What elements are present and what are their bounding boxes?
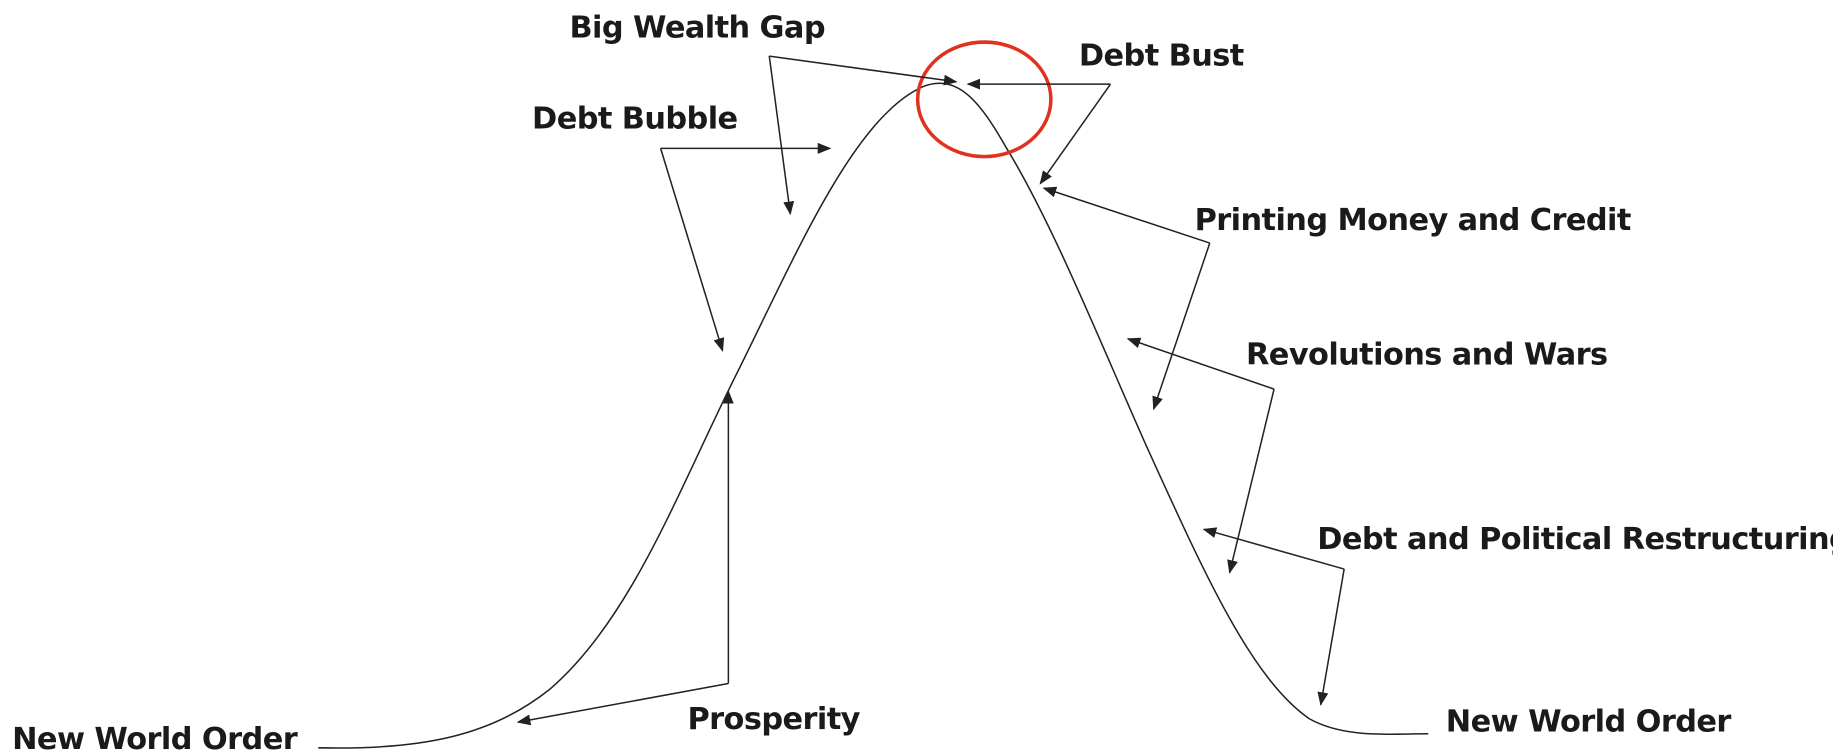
arrow xyxy=(1317,568,1345,706)
label: Printing Money and Credit xyxy=(1195,203,1631,238)
arrow xyxy=(1152,242,1211,411)
arrow xyxy=(516,682,729,726)
arrow xyxy=(1039,83,1112,185)
arrows xyxy=(516,55,1345,726)
arrow xyxy=(1042,186,1211,244)
arrow xyxy=(1202,527,1345,570)
arrow xyxy=(1227,388,1275,574)
label: Prosperity xyxy=(687,702,860,737)
label: Debt and Political Restructuring xyxy=(1317,522,1833,557)
arrow xyxy=(1126,337,1275,390)
label: Debt Bubble xyxy=(532,102,738,137)
arrow xyxy=(769,55,958,86)
label: Revolutions and Wars xyxy=(1246,338,1608,373)
arrow xyxy=(768,55,795,216)
arrow xyxy=(659,148,725,352)
label: Big Wealth Gap xyxy=(569,10,825,45)
label: New World Order xyxy=(12,722,298,756)
label: Debt Bust xyxy=(1079,38,1244,73)
highlight-circle xyxy=(915,40,1053,159)
label: New World Order xyxy=(1446,704,1732,739)
cycle-curve xyxy=(318,82,1429,749)
